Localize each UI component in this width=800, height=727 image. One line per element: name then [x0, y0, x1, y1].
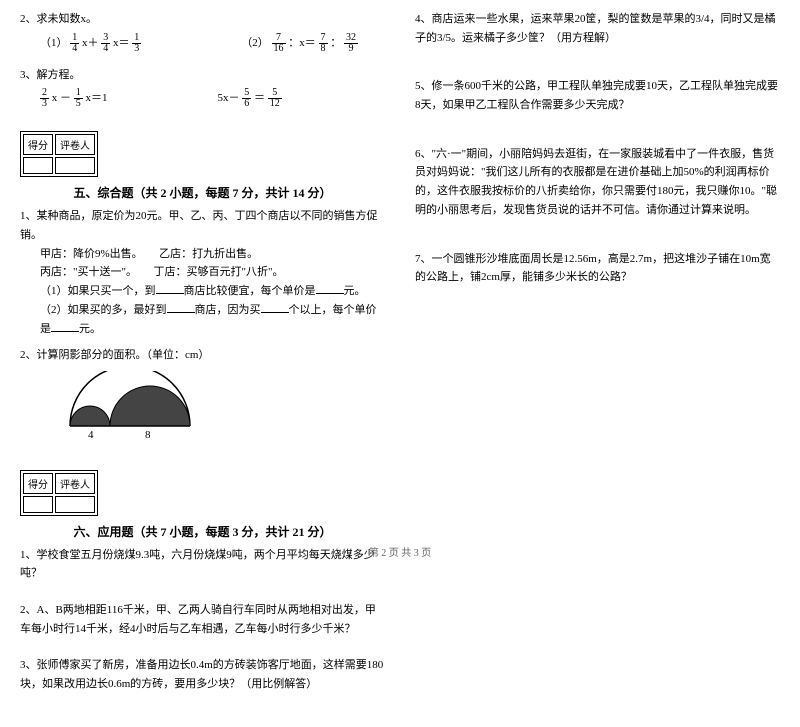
frac-1-4: 14	[70, 33, 79, 54]
frac-7-16: 716	[272, 33, 286, 54]
section5-header: 得分评卷人	[20, 131, 385, 180]
arc-svg: 4 8	[60, 371, 200, 441]
eq2-label: （2）	[241, 37, 269, 49]
q3-eq1: 23 x － 15 x＝1	[40, 88, 108, 109]
frac-3-4: 34	[101, 33, 110, 54]
eq2-mid: ：x＝	[288, 37, 316, 49]
s5q1-l5d: 元。	[79, 323, 101, 335]
sec6-q3: 3、张师傅家买了新房，准备用边长0.4m的方砖装饰客厅地面，这样需要180块，如…	[20, 656, 385, 693]
blank-4	[261, 302, 289, 313]
score-label-6: 得分	[23, 473, 53, 494]
blank-5	[51, 321, 79, 332]
score-cell-6	[23, 496, 53, 513]
q3-eq2-pre: 5x－	[218, 92, 243, 104]
q3-equations: 23 x － 15 x＝1 5x－ 56 ＝ 512	[40, 88, 385, 109]
blank-2	[316, 283, 344, 294]
q3: 3、解方程。 23 x － 15 x＝1 5x－ 56 ＝ 512	[20, 66, 385, 120]
s5q1-l4a: （1）如果只买一个，到	[40, 285, 156, 297]
page-footer: 第 2 页 共 3 页	[0, 544, 800, 559]
sec6-q2: 2、A、B两地相距116千米，甲、乙两人骑自行车同时从两地相对出发，甲车每小时行…	[20, 601, 385, 638]
frac-2-3: 23	[40, 88, 49, 109]
score-box-5: 得分评卷人	[20, 131, 98, 177]
q2-eq2: （2） 716 ：x＝ 78 ： 329	[241, 33, 358, 54]
grader-label: 评卷人	[55, 134, 95, 155]
score-label: 得分	[23, 134, 53, 155]
q3-eq2: 5x－ 56 ＝ 512	[218, 88, 282, 109]
s5q1-l1: 1、某种商品，原定价为20元。甲、乙、丙、丁四个商店以不同的销售方促销。	[20, 207, 385, 244]
s5q2-title: 2、计算阴影部分的面积。（单位：cm）	[20, 346, 385, 365]
q2: 2、求未知数x。 （1） 14 x＋ 34 x＝ 13 （2） 716 ：x＝ …	[20, 10, 385, 58]
s5q1-l5a: （2）如果买的多，最好到	[40, 304, 167, 316]
sec5-q2: 2、计算阴影部分的面积。（单位：cm） 4 8	[20, 346, 385, 457]
sec6-q6: 6、"六·一"期间，小丽陪妈妈去逛街，在一家服装城看中了一件衣服，售货员对妈妈说…	[415, 145, 780, 220]
section6-title: 六、应用题（共 7 小题，每题 3 分，共计 21 分）	[20, 523, 385, 540]
score-box-6: 得分评卷人	[20, 470, 98, 516]
sec5-q1: 1、某种商品，原定价为20元。甲、乙、丙、丁四个商店以不同的销售方促销。 甲店：…	[20, 207, 385, 338]
grader-cell-6	[55, 496, 95, 513]
score-cell	[23, 157, 53, 174]
eq2-colon: ：	[330, 37, 341, 49]
blank-1	[156, 283, 184, 294]
s5q1-l2: 甲店：降价9%出售。 乙店：打九折出售。	[20, 245, 385, 264]
s5q1-l5b: 商店，因为买	[195, 304, 261, 316]
q3-eq2-mid: ＝	[254, 92, 268, 104]
frac-7-8: 78	[319, 33, 328, 54]
eq1-tail: x＝	[113, 37, 130, 49]
frac-1-5: 15	[74, 88, 83, 109]
page-container: 2、求未知数x。 （1） 14 x＋ 34 x＝ 13 （2） 716 ：x＝ …	[0, 0, 800, 727]
diag-label-8: 8	[145, 429, 151, 441]
s5q1-l4c: 元。	[344, 285, 366, 297]
q3-title: 3、解方程。	[20, 66, 385, 85]
section6-header: 得分评卷人	[20, 470, 385, 519]
diag-label-4: 4	[88, 429, 94, 441]
q2-title: 2、求未知数x。	[20, 10, 385, 29]
s5q1-l4b: 商店比较便宜，每个单价是	[184, 285, 316, 297]
q3-eq1-tail: x＝1	[86, 92, 108, 104]
s5q1-l5: （2）如果买的多，最好到商店，因为买个以上，每个单价是元。	[20, 301, 385, 338]
grader-label-6: 评卷人	[55, 473, 95, 494]
q2-equations: （1） 14 x＋ 34 x＝ 13 （2） 716 ：x＝ 78 ： 329	[40, 33, 385, 54]
arc-diagram: 4 8	[60, 371, 385, 448]
grader-cell	[55, 157, 95, 174]
section5-title: 五、综合题（共 2 小题，每题 7 分，共计 14 分）	[20, 184, 385, 201]
frac-5-6: 56	[242, 88, 251, 109]
frac-32-9: 329	[344, 33, 358, 54]
sec6-q7: 7、一个圆锥形沙堆底面周长是12.56m，高是2.7m，把这堆沙子铺在10m宽的…	[415, 250, 780, 287]
s5q1-l3: 丙店："买十送一"。 丁店：买够百元打"八折"。	[20, 263, 385, 282]
left-column: 2、求未知数x。 （1） 14 x＋ 34 x＝ 13 （2） 716 ：x＝ …	[20, 10, 385, 702]
q2-eq1: （1） 14 x＋ 34 x＝ 13	[40, 33, 141, 54]
sec6-q4: 4、商店运来一些水果，运来苹果20筐，梨的筐数是苹果的3/4，同时又是橘子的3/…	[415, 10, 780, 47]
frac-1-3: 13	[132, 33, 141, 54]
blank-3	[167, 302, 195, 313]
right-column: 4、商店运来一些水果，运来苹果20筐，梨的筐数是苹果的3/4，同时又是橘子的3/…	[415, 10, 780, 702]
sec6-q5: 5、修一条600千米的公路，甲工程队单独完成要10天，乙工程队单独完成要8天，如…	[415, 77, 780, 114]
eq1-label: （1）	[40, 37, 68, 49]
frac-5-12: 512	[268, 88, 282, 109]
s5q1-l4: （1）如果只买一个，到 商店比较便宜，每个单价是 元。	[20, 282, 385, 301]
eq1-mid: x＋	[82, 37, 99, 49]
q3-eq1-mid: x －	[52, 92, 74, 104]
